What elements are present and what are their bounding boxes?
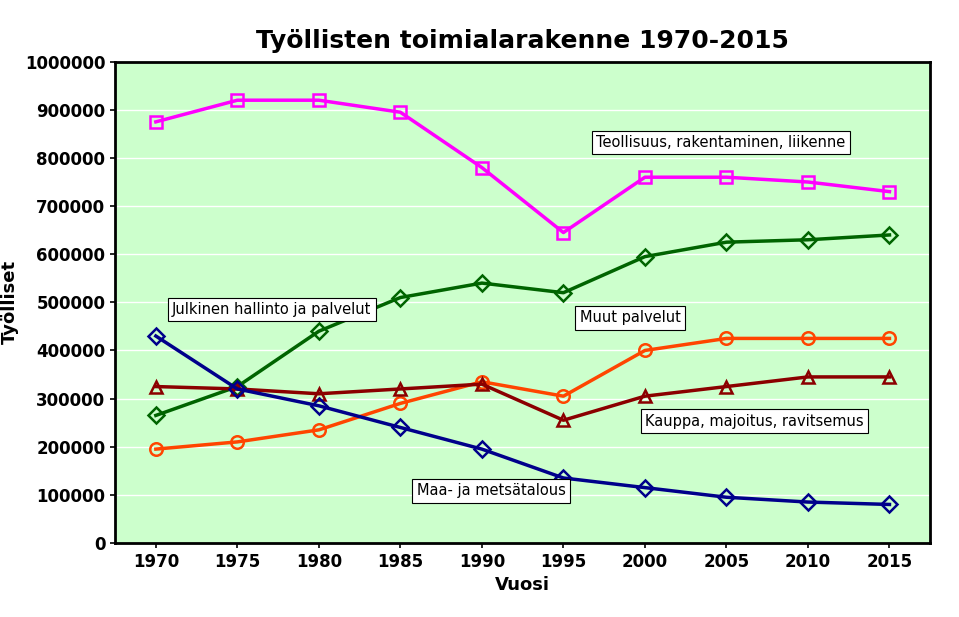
Text: Kauppa, majoitus, ravitsemus: Kauppa, majoitus, ravitsemus bbox=[645, 414, 863, 429]
Text: Teollisuus, rakentaminen, liikenne: Teollisuus, rakentaminen, liikenne bbox=[596, 135, 845, 150]
Text: Muut palvelut: Muut palvelut bbox=[580, 310, 681, 325]
Text: Julkinen hallinto ja palvelut: Julkinen hallinto ja palvelut bbox=[173, 302, 371, 317]
Title: Työllisten toimialarakenne 1970-2015: Työllisten toimialarakenne 1970-2015 bbox=[256, 29, 789, 53]
X-axis label: Vuosi: Vuosi bbox=[495, 576, 550, 594]
Y-axis label: Työlliset: Työlliset bbox=[1, 260, 19, 344]
Text: Maa- ja metsätalous: Maa- ja metsätalous bbox=[417, 484, 566, 499]
